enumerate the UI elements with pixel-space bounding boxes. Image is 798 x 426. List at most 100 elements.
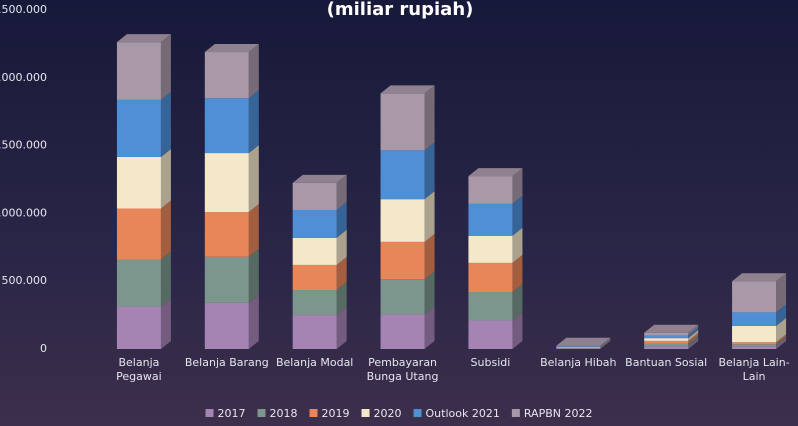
bar-segment [468,292,512,320]
x-tick-label-box: Belanja Modal [273,356,357,390]
x-tick-label-box: Subsidi [448,356,532,390]
bar-segment [732,346,776,349]
bar-segment [468,263,512,292]
bar-segment [732,344,776,346]
legend-swatch [362,409,370,417]
bar-segment [117,157,161,209]
bar-segment [732,326,776,342]
x-tick-label: Subsidi [448,356,532,370]
x-tick-label: Belanja Modal [273,356,357,370]
bar-segment [117,100,161,157]
bar-segment [293,210,337,238]
bar-side [249,44,259,98]
x-tick-label-box: Belanja Pegawai [97,356,181,390]
bar-side [249,249,259,303]
bar-side [161,299,171,349]
bar-segment [117,209,161,260]
bar-segment [381,93,425,150]
bar-segment [293,315,337,349]
bar-segment [381,199,425,242]
legend-label: Outlook 2021 [426,407,500,420]
legend-swatch [512,409,520,417]
bar-segment [468,236,512,263]
bar-side [249,145,259,212]
bar-segment [117,260,161,307]
y-tick-label: 500.000 [2,274,48,287]
bar-segment [468,204,512,236]
bar-side [161,92,171,157]
bar-side [425,85,435,150]
bar-segment [293,265,337,290]
bar-segment [556,347,600,348]
legend-label: 2019 [322,407,350,420]
bar-segment [117,42,161,100]
x-tick-label-box: Belanja Barang [185,356,269,390]
bar-segment [644,346,688,349]
bar-stack [644,325,698,349]
bar-stack [732,273,786,349]
x-tick-label-box: Belanja Lain-Lain [712,356,796,390]
bar-segment [732,312,776,326]
bar-stack [293,175,347,349]
y-tick-label: 2.500.000 [0,3,47,16]
bar-segment [468,176,512,204]
bar-stack [117,34,171,349]
legend-label: 2020 [374,407,402,420]
bar-stack [205,44,259,349]
legend-swatch [310,409,318,417]
legend-label: RAPBN 2022 [524,407,593,420]
bar-segment [381,150,425,199]
chart-title: (miliar rupiah) [327,0,474,20]
bar-segment [117,307,161,349]
x-tick-label-box: Bantuan Sosial [624,356,708,390]
x-tick-label: Belanja Barang [185,356,269,370]
x-tick-label-box: Pembayaran Bunga Utang [361,356,445,390]
legend-label: 2017 [218,407,246,420]
bar-segment [381,314,425,349]
bar-segment [293,290,337,315]
bar-side [425,191,435,242]
bar-side [161,252,171,307]
chart: (miliar rupiah) 0 500.000 1.000.000 1.500.0… [0,0,798,426]
bar-segment [556,348,600,349]
bar-segment [732,281,776,312]
bar-segment [293,238,337,265]
y-tick-label: 0 [40,342,47,355]
bar-side [249,90,259,153]
bar-stack [556,338,610,349]
bar-segment [556,348,600,349]
bar-segment [381,279,425,314]
bar-segment [205,52,249,98]
bar-segment [556,346,600,347]
x-tick-label: Belanja Lain-Lain [718,356,790,384]
y-tick-label: 1.500.000 [0,139,47,152]
bar-side [249,295,259,349]
legend-swatch [414,409,422,417]
bar-segment [205,257,249,303]
bar-stack [468,168,522,349]
bar-segment [644,338,688,341]
bar-segment [644,344,688,347]
x-tick-label: Bantuan Sosial [624,356,708,370]
bar-side [249,204,259,257]
legend-label: 2018 [270,407,298,420]
bar-segment [644,333,688,336]
x-tick-label: Belanja Pegawai [97,356,181,384]
bar-segment [644,335,688,338]
bar-segment [732,342,776,344]
y-tick-label: 1.000.000 [0,206,47,219]
bar-side [161,149,171,209]
legend-swatch [258,409,266,417]
bar-segment [205,303,249,349]
y-tick-label: 2.000.000 [0,71,47,84]
bar-segment [556,346,600,347]
bar-segment [644,341,688,344]
x-tick-label: Belanja Hibah [536,356,620,370]
bar-segment [205,212,249,257]
x-tick-label: Pembayaran Bunga Utang [367,356,439,384]
x-tick-label-box: Belanja Hibah [536,356,620,390]
bar-segment [293,183,337,210]
bar-side [161,201,171,260]
bar-segment [205,98,249,153]
bar-side [161,34,171,100]
